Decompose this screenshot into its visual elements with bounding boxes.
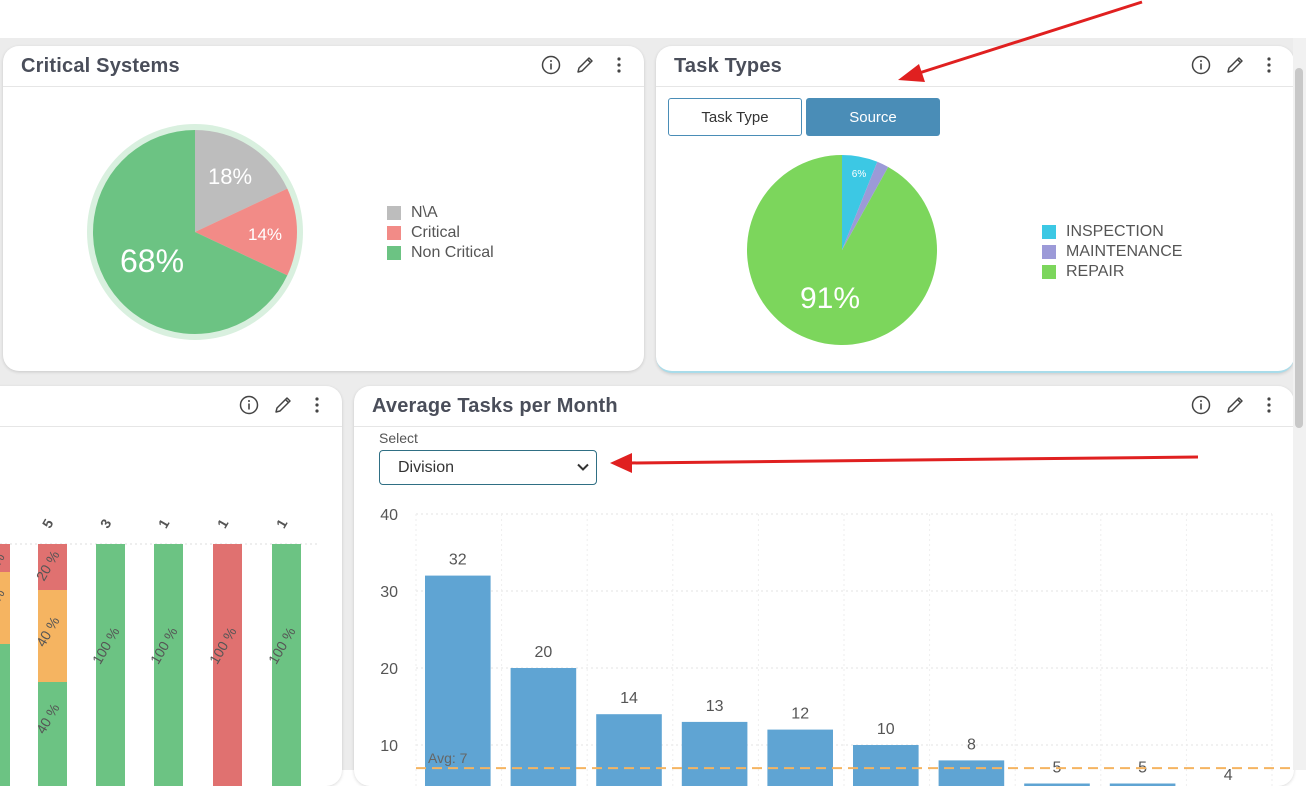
bar-value-label: 12: [791, 706, 809, 723]
stacked-bar-chart: % % 20 % 40 % 40 % 100 % 100 % 100 % 100…: [0, 386, 342, 786]
card-header: Average Tasks per Month: [354, 386, 1294, 427]
slice-label-na: 18%: [208, 164, 252, 189]
stack-segment[interactable]: [0, 572, 10, 644]
edit-pencil-icon[interactable]: [1224, 54, 1246, 76]
y-tick-label: 30: [380, 584, 398, 601]
task-type-button[interactable]: Task Type: [668, 98, 802, 136]
info-icon[interactable]: [1190, 54, 1212, 76]
source-button[interactable]: Source: [806, 98, 940, 136]
bar[interactable]: [767, 730, 833, 786]
slice-label-non-critical: 68%: [120, 243, 184, 279]
stack-total: 1: [155, 516, 173, 531]
legend-item[interactable]: Non Critical: [387, 243, 494, 263]
average-tasks-card: Average Tasks per Month Select Division …: [354, 386, 1294, 786]
select-value: Division: [398, 459, 454, 477]
y-tick-label: 20: [380, 661, 398, 678]
slice-label-inspection: 6%: [852, 169, 867, 180]
stacked-bar-card: % % 20 % 40 % 40 % 100 % 100 % 100 % 100…: [0, 386, 342, 786]
edit-pencil-icon[interactable]: [574, 54, 596, 76]
stack-total: 1: [214, 516, 232, 531]
bar[interactable]: [939, 760, 1005, 786]
stack-total: 3: [97, 516, 115, 531]
bar-value-label: 13: [706, 698, 724, 715]
task-types-pie: 6% 91%: [656, 146, 1294, 356]
edit-pencil-icon[interactable]: [1224, 394, 1246, 416]
legend-item[interactable]: Critical: [387, 223, 494, 243]
more-vertical-icon[interactable]: [1258, 394, 1280, 416]
division-select[interactable]: Division: [379, 450, 597, 485]
info-icon[interactable]: [1190, 394, 1212, 416]
legend-item[interactable]: INSPECTION: [1042, 222, 1182, 242]
task-types-legend: INSPECTION MAINTENANCE REPAIR: [1042, 222, 1182, 282]
critical-systems-card: Critical Systems 18% 14% 68% N\A Critica…: [3, 46, 644, 371]
bar-value-label: 20: [535, 644, 553, 661]
bar-value-label: 10: [877, 721, 895, 738]
bar-value-label: 32: [449, 552, 467, 569]
card-header: Critical Systems: [3, 46, 644, 87]
bar[interactable]: [853, 745, 919, 786]
legend-item[interactable]: N\A: [387, 203, 494, 223]
task-types-card: Task Types Task Type Source 6% 91% INSPE…: [656, 46, 1294, 373]
stack-total: 5: [39, 516, 57, 531]
stack-total: 1: [273, 516, 291, 531]
bar-value-label: 8: [967, 736, 976, 753]
card-title: Critical Systems: [21, 55, 180, 78]
legend-item[interactable]: MAINTENANCE: [1042, 242, 1182, 262]
more-vertical-icon[interactable]: [608, 54, 630, 76]
average-label: Avg: 7: [428, 750, 468, 766]
pie-slice-repair[interactable]: [747, 155, 937, 345]
slice-label-critical: 14%: [248, 225, 282, 244]
chevron-down-icon: [576, 460, 590, 479]
critical-systems-legend: N\A Critical Non Critical: [387, 203, 494, 263]
slice-label-repair: 91%: [800, 282, 860, 315]
y-tick-label: 10: [380, 738, 398, 755]
card-header: Task Types: [656, 46, 1294, 87]
bar-value-label: 14: [620, 690, 638, 707]
scrollbar-thumb[interactable]: [1295, 68, 1303, 428]
bar[interactable]: [682, 722, 748, 786]
info-icon[interactable]: [540, 54, 562, 76]
critical-systems-pie: 18% 14% 68%: [3, 86, 644, 371]
card-title: Task Types: [674, 55, 782, 78]
stack-segment[interactable]: [0, 644, 10, 786]
legend-item[interactable]: REPAIR: [1042, 262, 1182, 282]
scrollbar[interactable]: [1293, 38, 1306, 770]
card-title: Average Tasks per Month: [372, 395, 618, 418]
bar[interactable]: [596, 714, 662, 786]
y-tick-label: 40: [380, 507, 398, 524]
select-label: Select: [379, 430, 418, 446]
more-vertical-icon[interactable]: [1258, 54, 1280, 76]
